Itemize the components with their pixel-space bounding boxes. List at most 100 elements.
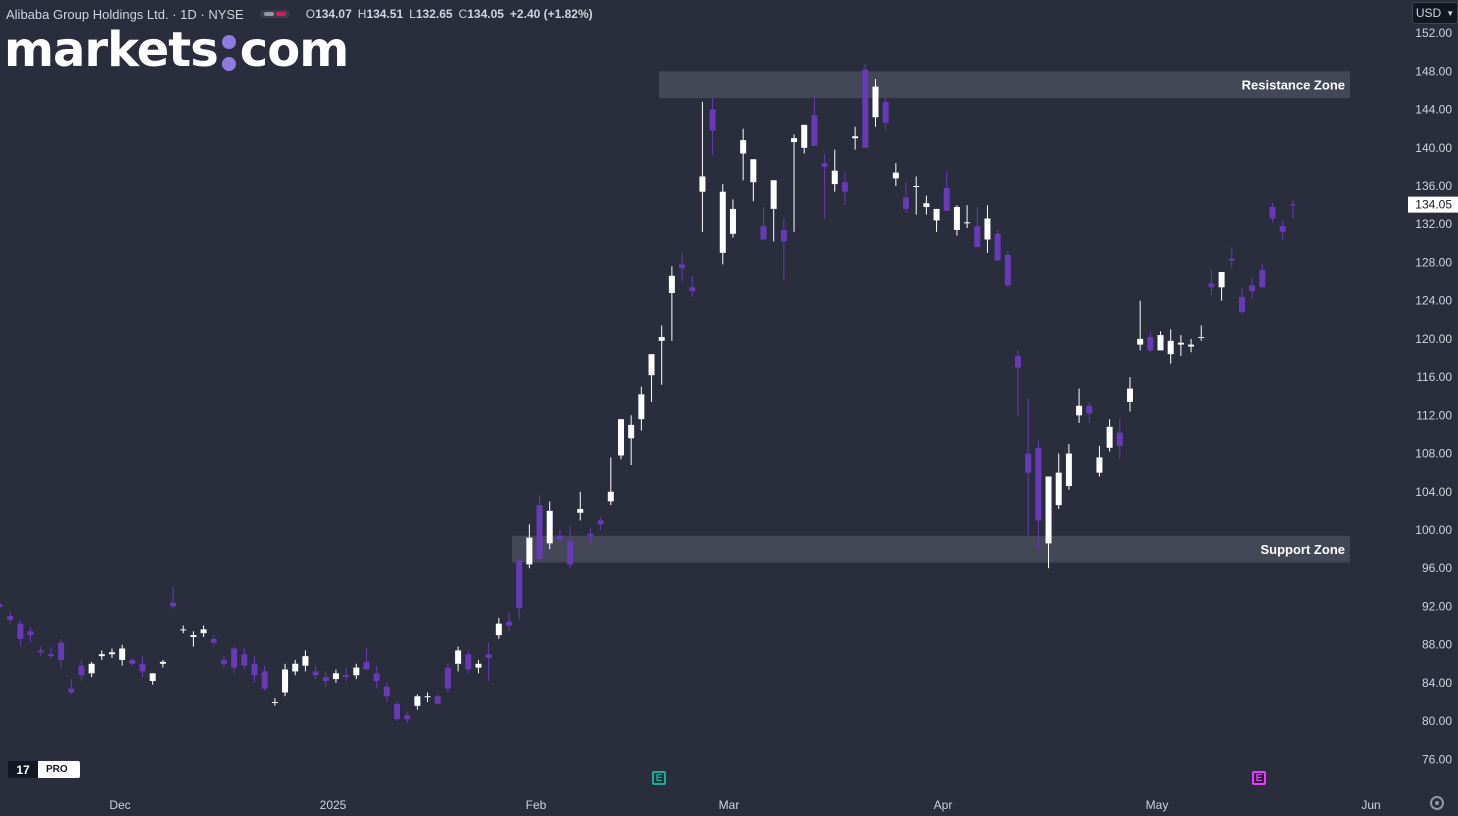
candle	[852, 126, 859, 150]
x-tick-label: Apr	[934, 798, 953, 812]
candle	[1025, 398, 1032, 536]
candle	[424, 692, 431, 702]
candle	[261, 665, 268, 691]
candle	[139, 656, 146, 678]
candle	[577, 491, 584, 521]
y-tick-label: 104.00	[1415, 485, 1452, 499]
candle	[1198, 325, 1205, 341]
candle	[37, 646, 44, 657]
candle	[801, 124, 808, 154]
candle	[933, 208, 940, 232]
candle	[444, 663, 451, 693]
visibility-toggle[interactable]	[259, 10, 290, 18]
candle	[597, 516, 604, 530]
candle	[170, 587, 177, 609]
candle	[1096, 445, 1103, 477]
candle	[536, 495, 543, 563]
candle	[312, 665, 319, 680]
candle	[546, 501, 553, 550]
candle	[760, 207, 767, 240]
x-tick-label: Feb	[526, 798, 547, 812]
gear-icon[interactable]	[1430, 796, 1444, 810]
earnings-event-icon[interactable]: E	[652, 771, 666, 785]
candle	[383, 682, 390, 702]
candle	[159, 659, 166, 668]
candle	[1004, 250, 1011, 288]
candle	[567, 526, 574, 569]
candle	[974, 207, 981, 248]
candle	[1126, 377, 1133, 412]
candle	[292, 659, 299, 676]
candle	[495, 617, 502, 639]
tradingview-logo-icon: 17	[8, 761, 38, 778]
x-tick-label: Dec	[109, 798, 130, 812]
candle	[1116, 419, 1123, 460]
candle	[17, 619, 24, 647]
candle	[750, 159, 757, 202]
logo-text-right: com	[239, 22, 349, 78]
candle	[1157, 331, 1164, 351]
candle	[516, 558, 523, 620]
candle	[913, 176, 920, 215]
x-tick-label: Mar	[719, 798, 740, 812]
candle	[821, 153, 828, 219]
candle	[241, 648, 248, 670]
eye-icon	[263, 12, 274, 16]
candle	[200, 625, 207, 638]
candle	[1086, 401, 1093, 423]
logo-dots-icon	[221, 35, 236, 71]
candle	[322, 671, 329, 687]
candle	[587, 528, 594, 544]
tradingview-pro-badge[interactable]: 17 PRO	[8, 761, 80, 778]
candle	[58, 638, 65, 668]
candle	[1137, 300, 1144, 351]
pro-label: PRO	[46, 764, 68, 775]
candle	[1238, 287, 1245, 315]
candle	[791, 134, 798, 232]
candle	[506, 612, 512, 632]
candle	[943, 170, 950, 211]
symbol-title[interactable]: Alibaba Group Holdings Ltd. · 1D · NYSE	[6, 6, 244, 22]
candle	[811, 96, 818, 146]
y-tick-label: 144.00	[1415, 103, 1452, 117]
candle	[1249, 277, 1256, 299]
candle	[607, 457, 614, 506]
candle	[617, 419, 624, 460]
candle	[923, 195, 930, 215]
candle	[892, 163, 899, 186]
candle	[1167, 329, 1174, 364]
candle	[994, 229, 1001, 261]
y-tick-label: 148.00	[1415, 64, 1452, 78]
y-tick-label: 92.00	[1422, 599, 1452, 613]
candle	[526, 524, 533, 569]
candle	[1147, 331, 1154, 353]
chart-header: Alibaba Group Holdings Ltd. · 1D · NYSE …	[6, 4, 593, 24]
y-tick-label: 108.00	[1415, 447, 1452, 461]
candle	[780, 218, 787, 280]
candle	[964, 205, 971, 229]
candle	[282, 663, 289, 697]
y-tick-label: 96.00	[1422, 561, 1452, 575]
zone-label: Support Zone	[1261, 542, 1346, 557]
candle	[78, 659, 85, 681]
zone-label: Resistance Zone	[1242, 78, 1345, 93]
last-price-tag	[1408, 196, 1458, 213]
earnings-event-icon[interactable]: E	[1252, 771, 1266, 785]
y-tick-label: 152.00	[1415, 26, 1452, 40]
currency-selector[interactable]: USD ▼	[1412, 2, 1458, 24]
y-tick-label: 88.00	[1422, 638, 1452, 652]
candle	[210, 635, 217, 647]
y-tick-label: 112.00	[1416, 408, 1452, 422]
candle	[180, 625, 187, 634]
candle	[343, 667, 350, 681]
candle	[414, 694, 421, 710]
candle	[1269, 203, 1276, 223]
y-tick-label: 140.00	[1415, 141, 1452, 155]
candle	[699, 101, 706, 232]
candle	[770, 180, 777, 242]
last-price-label: 134.05	[1415, 198, 1452, 212]
candle	[373, 665, 380, 689]
candle	[404, 711, 411, 724]
candle	[1188, 338, 1195, 353]
